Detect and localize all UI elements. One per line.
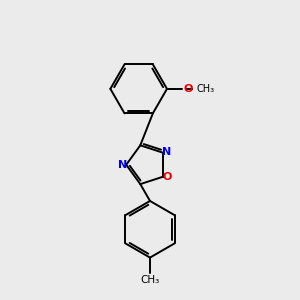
Text: O: O	[163, 172, 172, 182]
Text: N: N	[118, 160, 127, 170]
Text: CH₃: CH₃	[140, 274, 160, 285]
Text: O: O	[184, 84, 193, 94]
Text: N: N	[162, 147, 171, 157]
Text: CH₃: CH₃	[196, 84, 214, 94]
